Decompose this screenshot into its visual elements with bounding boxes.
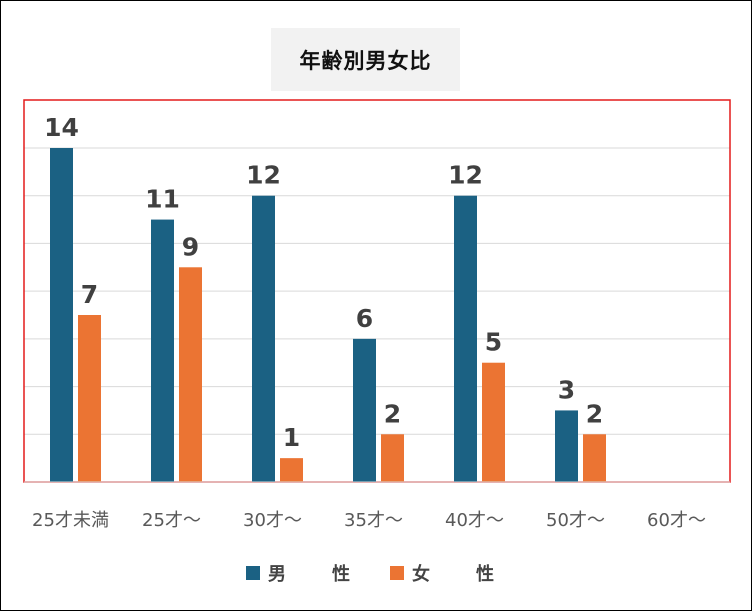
- x-tick-label: 30才～: [243, 510, 302, 531]
- bar: [583, 434, 606, 482]
- bar: [151, 219, 174, 483]
- data-label: 3: [558, 375, 575, 404]
- chart-title: 年齢別男女比: [299, 48, 432, 73]
- legend-label-female: 女 性: [412, 564, 508, 585]
- x-tick-label: 25才未満: [32, 510, 109, 531]
- legend-label-male: 男 性: [268, 564, 364, 585]
- x-tick-label: 50才～: [546, 510, 605, 531]
- data-label: 12: [448, 161, 483, 190]
- bar: [482, 362, 505, 482]
- legend: 男 性 女 性: [0, 560, 754, 586]
- data-label: 1: [283, 423, 300, 452]
- bar: [252, 195, 275, 482]
- data-label: 14: [44, 113, 79, 142]
- bar: [78, 315, 101, 482]
- data-label: 6: [356, 304, 373, 333]
- data-label: 9: [182, 232, 199, 261]
- x-tick-label: 35才～: [344, 510, 403, 531]
- legend-item-female: 女 性: [390, 560, 508, 586]
- x-tick-label: 60才～: [647, 510, 706, 531]
- bar: [50, 148, 73, 482]
- bar: [179, 267, 202, 482]
- bar: [381, 434, 404, 482]
- data-label: 2: [384, 399, 401, 428]
- data-label: 5: [485, 328, 502, 357]
- legend-item-male: 男 性: [246, 560, 364, 586]
- data-label: 2: [586, 399, 603, 428]
- bar: [353, 338, 376, 482]
- bar: [555, 410, 578, 482]
- bar: [280, 458, 303, 482]
- bar: [454, 195, 477, 482]
- data-label: 7: [81, 280, 98, 309]
- data-label: 12: [246, 161, 281, 190]
- legend-swatch-female: [390, 566, 404, 580]
- chart-title-box: 年齢別男女比: [271, 28, 460, 91]
- x-tick-label: 40才～: [445, 510, 504, 531]
- legend-swatch-male: [246, 566, 260, 580]
- x-tick-label: 25才～: [142, 510, 201, 531]
- data-label: 11: [145, 185, 180, 214]
